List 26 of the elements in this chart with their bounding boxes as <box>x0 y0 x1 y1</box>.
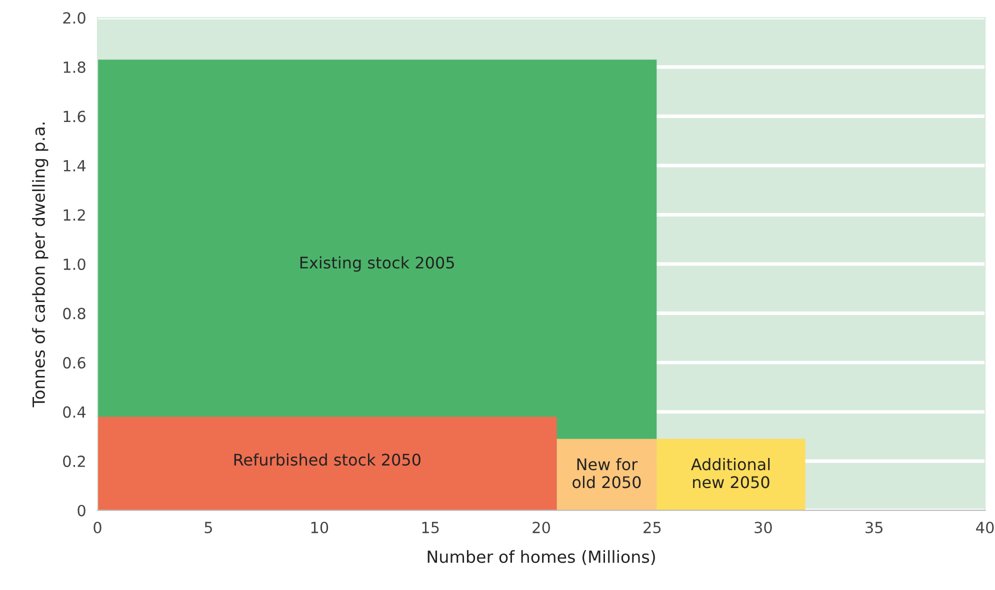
y-axis-title: Tonnes of carbon per dwelling p.a. <box>32 122 48 408</box>
y-tick-label: 0.6 <box>63 357 86 369</box>
x-tick-label: 5 <box>204 522 212 534</box>
y-tick-label: 0 <box>78 504 86 516</box>
y-tick-label: 1.2 <box>64 209 85 221</box>
y-tick-label: 1.6 <box>64 110 86 122</box>
x-tick-label: 20 <box>532 522 550 534</box>
y-tick-label: 0.2 <box>63 456 85 468</box>
series-label: Additional new 2050 <box>691 458 770 488</box>
y-tick-label: 1.8 <box>64 61 86 73</box>
x-tick-label: 30 <box>754 522 772 534</box>
y-tick-label: 1.4 <box>64 160 86 172</box>
x-tick-label: 0 <box>94 522 102 534</box>
y-tick-label: 0.4 <box>63 406 86 418</box>
y-tick-label: 0.8 <box>63 308 86 320</box>
x-tick-label: 25 <box>644 522 661 534</box>
series-label: Refurbished stock 2050 <box>234 453 420 466</box>
series-label: New for old 2050 <box>572 458 641 488</box>
x-tick-label: 10 <box>311 522 328 534</box>
y-tick-label: 1.0 <box>64 258 86 270</box>
x-tick-label: 15 <box>422 522 439 534</box>
x-tick-label: 40 <box>976 522 994 534</box>
x-tick-label: 35 <box>866 522 882 534</box>
y-tick-label: 2.0 <box>63 12 86 24</box>
series-label: Existing stock 2005 <box>300 256 454 272</box>
x-axis-title: Number of homes (Millions) <box>428 550 655 565</box>
